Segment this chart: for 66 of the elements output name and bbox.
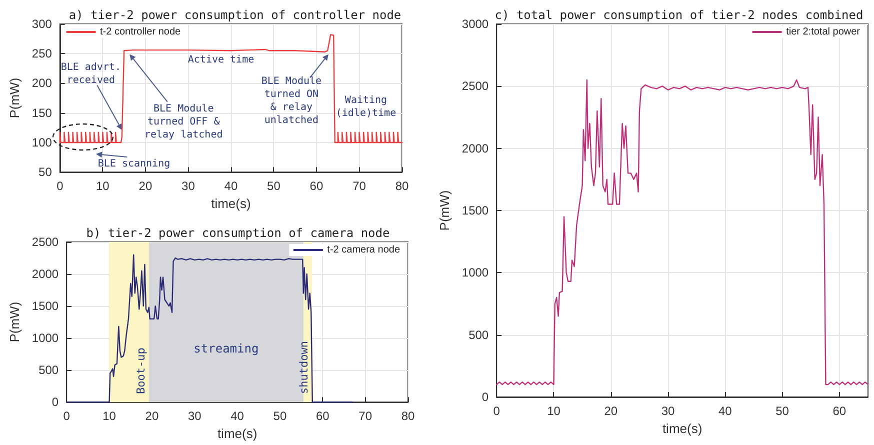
x-tick-label: 20 xyxy=(138,179,152,194)
y-tick-label: 100 xyxy=(32,135,52,150)
x-tick-label: 40 xyxy=(718,404,732,418)
x-tick-label: 0 xyxy=(493,404,500,418)
y-tick-label: 2500 xyxy=(32,235,59,249)
x-tick-label: 50 xyxy=(776,404,790,418)
annotation: BLE Module turned OFF & relay latched xyxy=(144,104,223,141)
x-tick-label: 30 xyxy=(661,404,676,418)
y-tick-label: 1500 xyxy=(462,204,489,218)
y-axis-title: P(mW) xyxy=(7,302,22,342)
x-tick-label: 50 xyxy=(273,409,287,424)
band-label: Boot-up xyxy=(134,348,148,394)
x-tick-label: 40 xyxy=(230,409,244,424)
x-tick-label: 20 xyxy=(145,409,159,424)
legend-label: tier 2:total power xyxy=(786,26,861,38)
y-tick-label: 250 xyxy=(32,46,52,61)
y-tick-label: 1000 xyxy=(32,331,59,346)
legend-label: t-2 camera node xyxy=(327,244,400,256)
y-tick-label: 300 xyxy=(32,17,52,31)
x-tick-label: 0 xyxy=(63,409,70,424)
y-tick-label: 1500 xyxy=(32,299,59,314)
y-tick-label: 500 xyxy=(38,363,59,378)
x-tick-label: 70 xyxy=(358,409,372,424)
x-tick-label: 10 xyxy=(102,409,116,424)
band-label: streaming xyxy=(194,342,259,356)
x-tick-label: 60 xyxy=(316,409,330,424)
line-series xyxy=(66,254,354,403)
y-tick-label: 200 xyxy=(32,76,52,90)
y-tick-label: 150 xyxy=(32,106,52,120)
annotation: Waiting (idle)time xyxy=(336,95,396,119)
x-tick-label: 10 xyxy=(547,404,561,418)
band-label: shutdown xyxy=(297,341,310,394)
chart-title: b) tier-2 power consumption of camera node xyxy=(86,226,390,240)
y-tick-label: 2500 xyxy=(462,79,489,94)
y-tick-label: 500 xyxy=(468,328,489,342)
x-tick-label: 50 xyxy=(267,179,281,194)
x-tick-label: 80 xyxy=(395,179,409,194)
line-series xyxy=(496,79,869,386)
x-tick-label: 60 xyxy=(310,179,324,194)
x-tick-label: 80 xyxy=(401,409,415,424)
x-axis-title: time(s) xyxy=(211,196,251,211)
legend-label: t-2 controller node xyxy=(100,26,182,38)
y-tick-label: 0 xyxy=(482,390,489,404)
annotation: Active time xyxy=(188,54,254,66)
x-tick-label: 40 xyxy=(224,179,238,194)
y-tick-label: 2000 xyxy=(32,267,59,282)
x-tick-label: 20 xyxy=(604,404,618,418)
x-axis-title: time(s) xyxy=(217,426,258,441)
x-tick-label: 60 xyxy=(832,404,846,418)
annotation: BLE advrt. received xyxy=(60,62,122,86)
y-tick-label: 1000 xyxy=(462,266,489,280)
x-tick-label: 30 xyxy=(188,409,202,424)
y-tick-label: 2000 xyxy=(462,141,489,156)
y-axis-title: P(mW) xyxy=(7,78,22,118)
x-axis-title: time(s) xyxy=(662,420,702,436)
x-tick-label: 70 xyxy=(352,179,366,194)
x-tick-label: 10 xyxy=(96,179,110,194)
annotation: BLE scanning xyxy=(98,158,170,170)
x-tick-label: 30 xyxy=(182,179,196,194)
y-tick-label: 50 xyxy=(38,165,52,180)
y-tick-label: 3000 xyxy=(462,17,489,31)
chart-title: c) total power consumption of tier-2 nodes combined xyxy=(494,8,864,22)
chart-title: a) tier-2 power consumption of controller node xyxy=(68,8,402,22)
line-series xyxy=(59,34,403,144)
annotation: BLE Module turned ON & relay unlatched xyxy=(261,76,322,126)
y-axis-title: P(mW) xyxy=(437,190,452,231)
